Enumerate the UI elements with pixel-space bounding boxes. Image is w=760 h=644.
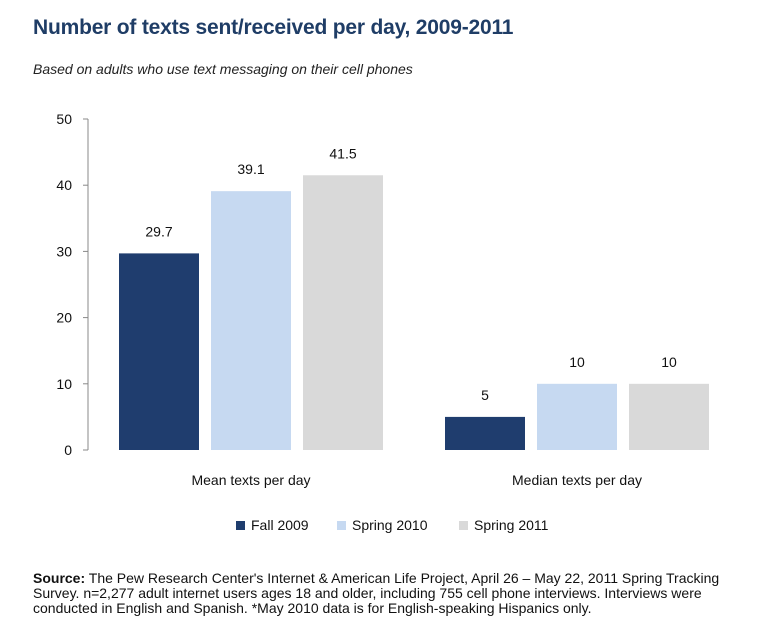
y-tick-label: 40 — [56, 177, 72, 193]
legend-label: Spring 2010 — [352, 517, 428, 533]
legend-swatch — [236, 521, 245, 530]
category-labels: Mean texts per day Median texts per day — [191, 472, 642, 488]
chart-subtitle: Based on adults who use text messaging o… — [33, 61, 413, 77]
bars — [119, 175, 709, 450]
y-axis: 0 10 20 30 40 50 — [56, 111, 89, 458]
source-label: Source: — [33, 570, 86, 586]
source-text: The Pew Research Center's Internet & Ame… — [33, 570, 720, 616]
y-tick-label: 0 — [64, 442, 72, 458]
x-category-label: Median texts per day — [512, 472, 642, 488]
bar — [537, 383, 617, 450]
legend-swatch — [337, 521, 346, 530]
bar — [119, 253, 199, 450]
legend-label: Spring 2011 — [474, 517, 549, 533]
data-label: 41.5 — [329, 145, 356, 161]
bar — [445, 416, 525, 450]
y-tick-label: 50 — [56, 111, 72, 127]
data-label: 10 — [661, 354, 677, 370]
x-category-label: Mean texts per day — [191, 472, 310, 488]
legend: Fall 2009 Spring 2010 Spring 2011 — [236, 517, 549, 533]
bar — [303, 175, 383, 450]
bar — [211, 191, 291, 450]
source-note: Source: The Pew Research Center's Intern… — [33, 571, 733, 616]
value-labels: 29.7 39.1 41.5 5 10 10 — [145, 145, 677, 403]
bar — [629, 383, 709, 450]
y-tick-label: 30 — [56, 243, 72, 259]
y-tick-label: 10 — [56, 376, 72, 392]
legend-label: Fall 2009 — [251, 517, 309, 533]
legend-swatch — [459, 521, 468, 530]
y-tick-label: 20 — [56, 310, 72, 326]
bar-chart: 0 10 20 30 40 50 29.7 39.1 41.5 5 10 10 Mean texts… — [56, 111, 709, 533]
data-label: 10 — [569, 354, 585, 370]
data-label: 39.1 — [237, 161, 264, 177]
data-label: 5 — [481, 387, 489, 403]
data-label: 29.7 — [145, 223, 172, 239]
chart-title: Number of texts sent/received per day, 2… — [33, 16, 514, 39]
